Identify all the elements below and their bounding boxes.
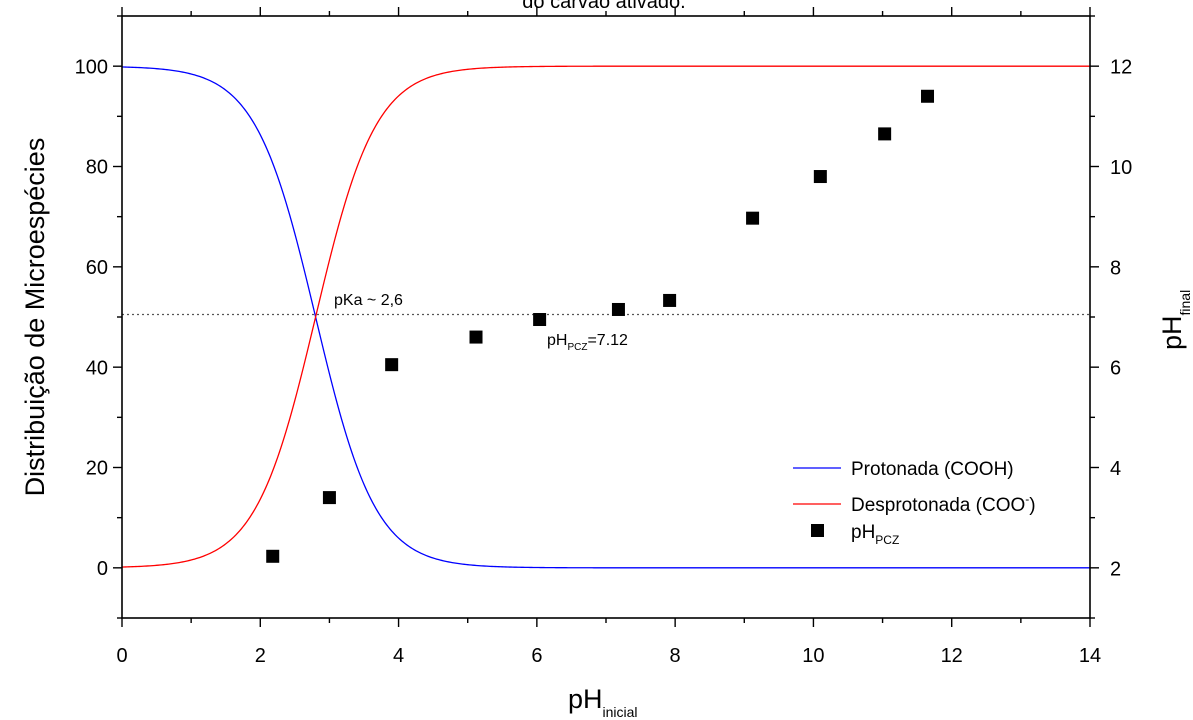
x-tick-label: 2 <box>255 645 266 667</box>
y-right-tick-label: 2 <box>1110 558 1121 580</box>
legend-label-phpcz-sub: PCZ <box>875 533 899 547</box>
phpcz-annotation-sub: PCZ <box>567 342 587 353</box>
phpcz-point <box>322 491 336 505</box>
y-right-tick-label: 8 <box>1110 257 1121 279</box>
phpcz-point <box>663 293 677 307</box>
phpcz-point <box>878 127 892 141</box>
desprotonada-curve <box>121 65 1090 568</box>
y-right-tick-label: 12 <box>1110 57 1132 79</box>
y-right-tick-label: 4 <box>1110 458 1121 480</box>
phpcz-point <box>385 358 399 372</box>
legend-marker-phpcz <box>811 524 824 537</box>
x-tick-label: 4 <box>393 645 404 667</box>
legend-label-desprotonada: Desprotonada (COO-) <box>851 492 1036 516</box>
y-right-axis-title-sub: final <box>1177 290 1193 316</box>
y-left-tick-label: 60 <box>86 257 108 279</box>
legend-label-desprotonada-sup: - <box>1025 492 1029 506</box>
phpcz-point <box>533 313 547 327</box>
x-tick-label: 10 <box>802 645 824 667</box>
x-tick-label: 14 <box>1079 645 1101 667</box>
y-left-tick-label: 80 <box>86 157 108 179</box>
x-axis-title-main: pH <box>568 684 603 714</box>
phpcz-point <box>813 170 827 184</box>
protonada-curve <box>121 66 1090 569</box>
phpcz-point <box>611 302 625 316</box>
pka-annotation: pKa ~ 2,6 <box>334 292 403 309</box>
x-tick-label: 8 <box>670 645 681 667</box>
legend-label-phpcz-main: pH <box>851 522 875 543</box>
y-right-tick-labels: 2 4 6 8 10 12 <box>1110 57 1132 581</box>
phpcz-annotation-main: pH <box>547 332 567 349</box>
legend-label-desprotonada-tail: ) <box>1029 495 1035 516</box>
y-left-tick-label: 100 <box>75 56 108 78</box>
x-tick-labels: 0 2 4 6 8 10 12 14 <box>116 645 1101 667</box>
x-tick-label: 6 <box>531 645 542 667</box>
x-axis-title-sub: inicial <box>603 704 638 720</box>
phpcz-annotation-tail: =7.12 <box>587 332 628 349</box>
phpcz-point <box>746 211 760 225</box>
x-tick-label: 0 <box>116 645 127 667</box>
y-left-tick-label: 40 <box>86 357 108 379</box>
legend-label-phpcz: pHPCZ <box>851 522 899 547</box>
plot-frame <box>121 15 1091 619</box>
phpcz-point <box>469 330 483 344</box>
phpcz-points <box>266 89 935 563</box>
x-axis-title: pHinicial <box>568 684 638 720</box>
y-left-tick-labels: 0 20 40 60 80 100 <box>75 56 108 580</box>
x-tick-label: 12 <box>941 645 963 667</box>
y-left-tick-label: 20 <box>86 458 108 480</box>
legend-label-protonada: Protonada (COOH) <box>851 459 1014 480</box>
y-right-tick-label: 6 <box>1110 358 1121 380</box>
legend: Protonada (COOH) Desprotonada (COO-) pHP… <box>793 459 1036 547</box>
phpcz-annotation: pHPCZ=7.12 <box>547 332 628 353</box>
y-right-axis-title-main: pH <box>1157 315 1187 350</box>
y-right-tick-label: 10 <box>1110 157 1132 179</box>
phpcz-point <box>266 549 280 563</box>
chart-title: do carvão ativado. <box>522 0 685 13</box>
y-right-axis-title: pHfinal <box>1157 290 1193 350</box>
axis-ticks <box>113 7 1099 627</box>
y-left-axis-title: Distribuição de Microespécies <box>20 138 50 497</box>
y-left-tick-label: 0 <box>97 558 108 580</box>
legend-label-desprotonada-main: Desprotonada (COO <box>851 495 1025 516</box>
phpcz-point <box>921 89 935 103</box>
